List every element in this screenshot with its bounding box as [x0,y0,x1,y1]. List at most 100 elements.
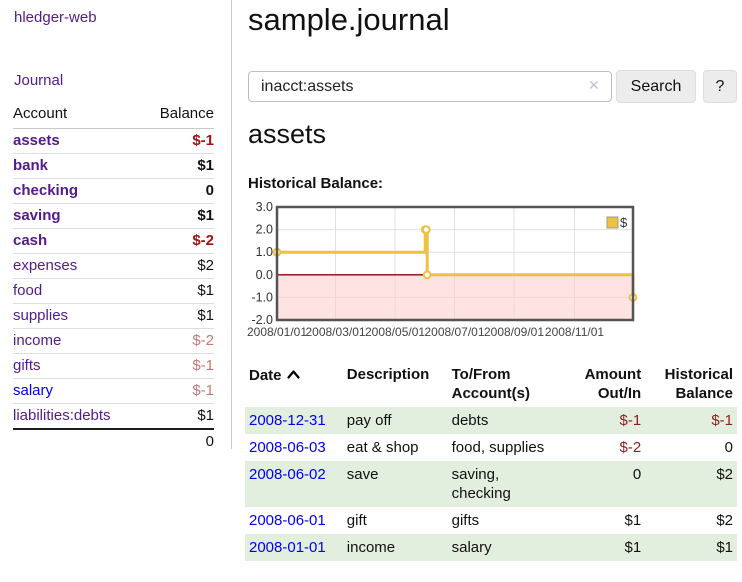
svg-text:2008/01/01: 2008/01/01 [247,325,307,339]
register-row: 2008-01-01 income salary $1 $1 [245,534,737,561]
svg-text:-1.0: -1.0 [251,290,273,304]
accounts-balance-table: Account Balance assets $-1 bank $1 checking 0… [13,103,214,454]
page-title: sample.journal [248,2,450,37]
sidebar-account-link[interactable]: expenses [13,257,78,274]
transaction-date-link[interactable]: 2008-12-31 [249,412,326,429]
transaction-accounts: food, supplies [451,439,545,456]
account-row: saving $1 [13,203,214,229]
transaction-accounts: saving, checking [451,466,511,502]
sidebar-account-link[interactable]: checking [13,182,79,199]
balance-column-header-main: Historical Balance [664,366,733,402]
account-balance-value: $-1 [142,353,214,379]
sidebar-account-link[interactable]: salary [13,382,54,399]
sidebar-account-link[interactable]: saving [13,207,61,224]
svg-text:2008/11/01: 2008/11/01 [545,325,604,339]
account-row: checking 0 [13,178,214,204]
register-row: 2008-06-03 eat & shop food, supplies $-2 0 [245,434,737,461]
account-balance-value: $-1 [142,378,214,404]
chart-title: Historical Balance: [248,175,384,192]
accounts-table-body: assets $-1 bank $1 checking 0 saving $1 cash $-2 e… [13,128,214,430]
account-balance-value: $1 [142,203,214,229]
transaction-date-link[interactable]: 2008-06-01 [249,512,326,529]
account-balance-value: $1 [142,403,214,430]
balance-column-header: Balance [142,103,214,129]
search-input[interactable] [248,71,612,102]
report-account-title: assets [248,119,327,149]
account-row: salary $-1 [13,378,214,404]
account-row: expenses $2 [13,253,214,279]
account-row: liabilities:debts $1 [13,403,214,430]
help-button[interactable]: ? [703,70,737,103]
transaction-date-link[interactable]: 2008-06-02 [249,466,326,483]
transaction-balance: $2 [716,466,733,483]
transaction-balance: $2 [716,512,733,529]
sidebar: hledger-web Journal Account Balance asse… [0,0,232,454]
sidebar-account-link[interactable]: liabilities:debts [13,407,111,424]
transaction-date-link[interactable]: 2008-06-03 [249,439,326,456]
svg-text:3.0: 3.0 [256,200,273,214]
account-row: assets $-1 [13,128,214,154]
transaction-amount: $-2 [619,439,642,456]
account-balance-value: $1 [142,278,214,304]
transaction-description: save [346,466,379,483]
account-column-header: To/From Account(s) [451,366,530,402]
account-row: bank $1 [13,153,214,179]
sidebar-account-link[interactable]: cash [13,232,48,249]
register-row: 2008-12-31 pay off debts $-1 $-1 [245,407,737,434]
amount-column-header: Amount Out/In [584,366,642,402]
description-column-header: Description [346,366,430,383]
svg-text:2008/07/01: 2008/07/01 [424,325,484,339]
transaction-amount: $1 [624,512,642,529]
account-row: gifts $-1 [13,353,214,379]
clear-search-icon[interactable]: ✕ [588,77,600,93]
date-column-header[interactable]: Date [245,362,343,407]
transaction-amount: $1 [624,539,642,556]
transaction-description: gift [346,512,367,529]
transaction-description: eat & shop [346,439,419,456]
svg-text:2008/09/01: 2008/09/01 [484,325,544,339]
sidebar-account-link[interactable]: income [13,332,62,349]
sort-ascending-icon [286,365,300,384]
transaction-balance: $1 [716,539,733,556]
sidebar-account-link[interactable]: assets [13,132,60,149]
sidebar-account-link[interactable]: gifts [13,357,41,374]
svg-text:0.0: 0.0 [256,268,273,282]
account-balance-value: $-1 [142,128,214,154]
account-balance-value: $1 [142,153,214,179]
svg-text:2008/03/01: 2008/03/01 [305,325,365,339]
search-button[interactable]: Search [616,70,696,103]
register-row: 2008-06-02 save saving, checking 0 $2 [245,461,737,507]
account-balance-value: $1 [142,303,214,329]
main-content: sample.journal ✕ Search ? assets Histori… [245,0,742,582]
sidebar-account-link[interactable]: bank [13,157,49,174]
transaction-date-link[interactable]: 2008-01-01 [249,539,326,556]
account-row: supplies $1 [13,303,214,329]
register-table-body: 2008-12-31 pay off debts $-1 $-1 2008-06-03 ea… [245,407,737,561]
transaction-amount: 0 [632,466,642,483]
svg-text:$: $ [620,215,628,230]
transaction-description: pay off [346,412,392,429]
transaction-accounts: gifts [451,512,480,529]
svg-text:2008/05/01: 2008/05/01 [365,325,425,339]
transaction-amount: $-1 [619,412,642,429]
account-row: income $-2 [13,328,214,354]
register-row: 2008-06-01 gift gifts $1 $2 [245,507,737,534]
svg-text:-2.0: -2.0 [251,313,273,327]
register-table: Date Description To/From Account(s) Amoun… [245,362,737,561]
account-balance-value: $-2 [142,228,214,254]
transaction-balance: 0 [724,439,733,456]
accounts-total-row: 0 [13,428,214,454]
account-row: food $1 [13,278,214,304]
sidebar-account-link[interactable]: supplies [13,307,69,324]
account-balance-value: $2 [142,253,214,279]
app-title-link[interactable]: hledger-web [14,9,97,26]
search-form: ✕ Search ? [248,70,742,103]
historical-balance-chart: $3.0 2.0 1.0 0.0 -1.0 -2.0 2008/01/01 2008/03/0… [247,200,742,346]
account-row: cash $-2 [13,228,214,254]
sidebar-account-link[interactable]: food [13,282,43,299]
transaction-balance: $-1 [711,412,733,429]
accounts-column-header: Account [13,103,143,129]
sidebar-item-journal[interactable]: Journal [14,72,64,89]
transaction-accounts: debts [451,412,489,429]
svg-text:2.0: 2.0 [256,223,273,237]
